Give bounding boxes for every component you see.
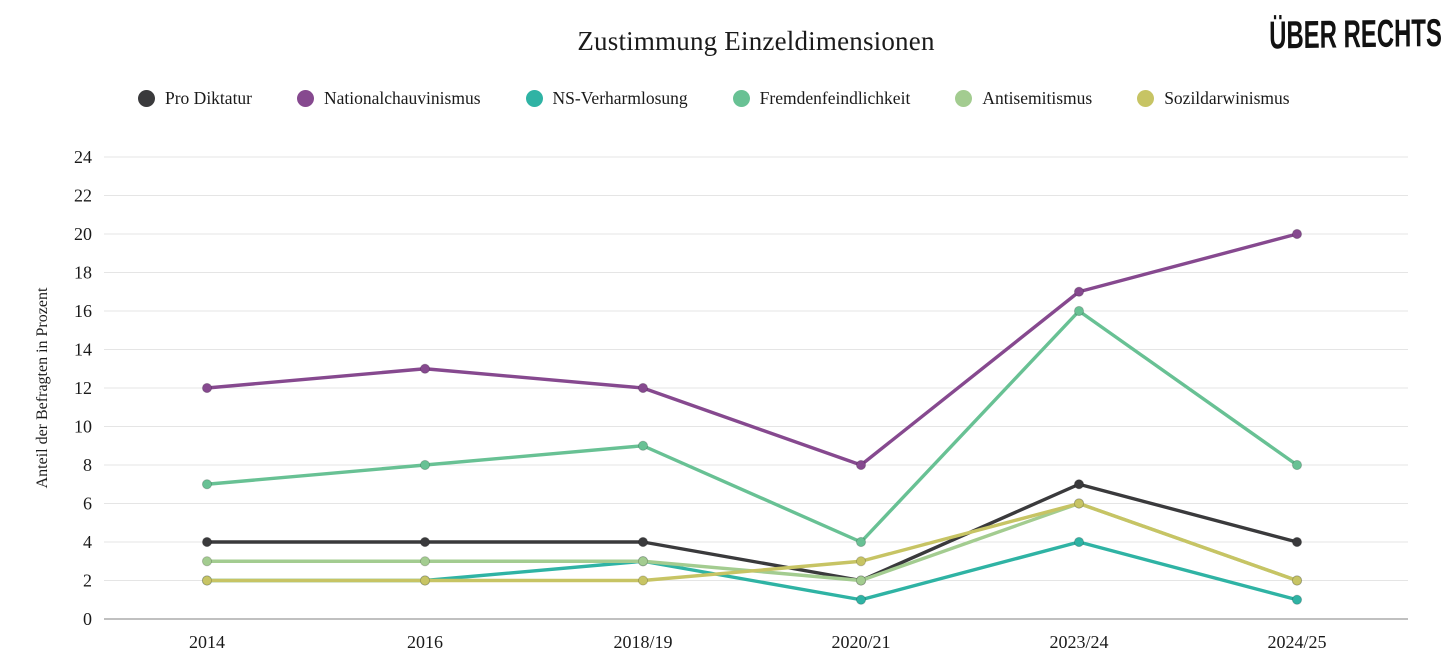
- y-tick-label: 16: [74, 301, 92, 321]
- series-line-sozildarwinismus: [205, 501, 1299, 583]
- data-point-sozildarwinismus-2020-21: [855, 556, 867, 567]
- legend-item-fremdenfeindlichkeit[interactable]: Fremdenfeindlichkeit: [732, 88, 911, 109]
- legend-swatch-icon: [138, 90, 155, 107]
- legend-swatch-icon: [525, 90, 543, 107]
- data-point-antisemitismus-2018-19: [637, 556, 649, 567]
- data-point-ns-verharmlosung-2023-24: [1073, 536, 1085, 548]
- legend-label: Pro Diktatur: [165, 88, 253, 108]
- data-point-nationalchauvinismus-2020-21: [855, 459, 867, 471]
- y-tick-label: 24: [74, 147, 92, 167]
- data-point-antisemitismus-2014: [201, 556, 213, 567]
- data-point-nationalchauvinismus-2024-25: [1291, 228, 1303, 240]
- data-point-sozildarwinismus-2016: [419, 575, 431, 586]
- x-tick-label: 2020/21: [831, 632, 890, 652]
- legend: Pro Diktatur Nationalchauvinismus NS-Verha…: [138, 88, 1396, 109]
- y-tick-label: 0: [83, 609, 92, 629]
- x-tick-label: 2023/24: [1049, 632, 1108, 652]
- legend-swatch-icon: [297, 90, 315, 107]
- data-point-pro-diktatur-2014: [201, 536, 213, 548]
- data-point-pro-diktatur-2024-25: [1291, 536, 1303, 548]
- data-point-antisemitismus-2020-21: [855, 575, 867, 586]
- legend-swatch-icon: [1137, 90, 1155, 107]
- data-point-sozildarwinismus-2014: [201, 575, 213, 586]
- y-tick-label: 2: [83, 571, 92, 591]
- data-point-nationalchauvinismus-2018-19: [637, 382, 649, 394]
- x-tick-label: 2024/25: [1267, 632, 1326, 652]
- x-tick-label: 2014: [189, 632, 225, 652]
- legend-label: Nationalchauvinismus: [324, 88, 481, 108]
- legend-label: Fremdenfeindlichkeit: [759, 88, 911, 108]
- x-tick-label: 2016: [407, 632, 443, 652]
- legend-item-sozildarwinismus[interactable]: Sozildarwinismus: [1137, 88, 1290, 109]
- legend-label: NS-Verharmlosung: [552, 88, 688, 108]
- data-point-pro-diktatur-2016: [419, 536, 431, 548]
- legend-item-antisemitismus[interactable]: Antisemitismus: [955, 88, 1092, 109]
- data-point-fremdenfeindlichkeit-2018-19: [637, 440, 649, 451]
- chart-title: Zustimmung Einzeldimensionen: [577, 26, 935, 56]
- x-tick-label: 2018/19: [613, 632, 672, 652]
- y-tick-label: 6: [83, 494, 92, 514]
- data-point-pro-diktatur-2023-24: [1073, 479, 1085, 490]
- y-tick-label: 20: [74, 224, 92, 244]
- data-point-nationalchauvinismus-2014: [201, 382, 213, 394]
- series-line-pro-diktatur: [205, 482, 1299, 583]
- legend-swatch-icon: [955, 90, 973, 107]
- data-point-fremdenfeindlichkeit-2020-21: [855, 536, 867, 548]
- y-tick-label: 4: [83, 532, 92, 552]
- series-line-fremdenfeindlichkeit: [205, 309, 1299, 544]
- data-point-sozildarwinismus-2024-25: [1291, 575, 1303, 586]
- data-point-sozildarwinismus-2023-24: [1073, 498, 1085, 509]
- y-tick-label: 12: [74, 378, 92, 398]
- data-point-fremdenfeindlichkeit-2024-25: [1291, 459, 1303, 471]
- data-point-ns-verharmlosung-2020-21: [855, 594, 867, 605]
- y-tick-label: 22: [74, 186, 92, 206]
- data-point-fremdenfeindlichkeit-2016: [419, 459, 431, 471]
- data-point-nationalchauvinismus-2016: [419, 363, 431, 374]
- series-line-nationalchauvinismus: [205, 232, 1299, 467]
- legend-item-nationalchauvinismus[interactable]: Nationalchauvinismus: [297, 88, 481, 109]
- data-point-fremdenfeindlichkeit-2014: [201, 479, 213, 490]
- y-axis-title: Anteil der Befragten in Prozent: [34, 287, 51, 488]
- legend-swatch-icon: [732, 90, 750, 107]
- data-point-ns-verharmlosung-2024-25: [1291, 594, 1303, 605]
- data-point-sozildarwinismus-2018-19: [637, 575, 649, 586]
- y-tick-label: 8: [83, 455, 92, 475]
- legend-label: Sozildarwinismus: [1164, 88, 1290, 108]
- legend-item-pro-diktatur[interactable]: Pro Diktatur: [138, 88, 252, 109]
- data-point-nationalchauvinismus-2023-24: [1073, 286, 1085, 297]
- y-tick-label: 18: [74, 263, 92, 283]
- data-point-antisemitismus-2016: [419, 556, 431, 567]
- legend-item-ns-verharmlosung[interactable]: NS-Verharmlosung: [525, 88, 688, 109]
- data-point-fremdenfeindlichkeit-2023-24: [1073, 305, 1085, 317]
- y-tick-label: 10: [74, 417, 92, 437]
- data-point-pro-diktatur-2018-19: [637, 536, 649, 548]
- y-tick-label: 14: [74, 340, 92, 360]
- legend-label: Antisemitismus: [982, 88, 1093, 108]
